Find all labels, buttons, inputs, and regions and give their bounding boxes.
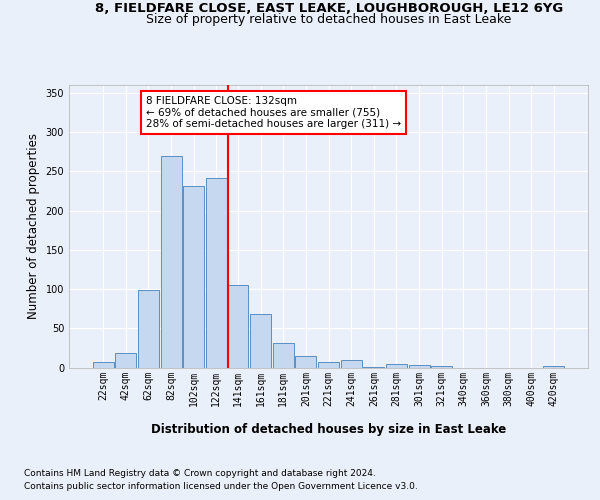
Bar <box>364 366 384 368</box>
Text: Size of property relative to detached houses in East Leake: Size of property relative to detached ho… <box>146 12 511 26</box>
Bar <box>138 290 159 368</box>
Bar <box>431 366 452 368</box>
Text: 8 FIELDFARE CLOSE: 132sqm
← 69% of detached houses are smaller (755)
28% of semi: 8 FIELDFARE CLOSE: 132sqm ← 69% of detac… <box>146 96 401 129</box>
Bar <box>295 356 316 368</box>
Bar <box>161 156 182 368</box>
Y-axis label: Number of detached properties: Number of detached properties <box>27 133 40 320</box>
Text: Distribution of detached houses by size in East Leake: Distribution of detached houses by size … <box>151 422 506 436</box>
Bar <box>92 362 113 368</box>
Bar <box>115 354 136 368</box>
Bar <box>318 362 339 368</box>
Bar <box>250 314 271 368</box>
Bar <box>409 365 430 368</box>
Text: 8, FIELDFARE CLOSE, EAST LEAKE, LOUGHBOROUGH, LE12 6YG: 8, FIELDFARE CLOSE, EAST LEAKE, LOUGHBOR… <box>95 2 563 16</box>
Bar <box>273 343 293 367</box>
Bar <box>386 364 407 368</box>
Bar <box>544 366 565 368</box>
Bar <box>183 186 204 368</box>
Text: Contains public sector information licensed under the Open Government Licence v3: Contains public sector information licen… <box>24 482 418 491</box>
Text: Contains HM Land Registry data © Crown copyright and database right 2024.: Contains HM Land Registry data © Crown c… <box>24 468 376 477</box>
Bar <box>341 360 362 368</box>
Bar <box>206 178 227 368</box>
Bar <box>227 285 248 368</box>
